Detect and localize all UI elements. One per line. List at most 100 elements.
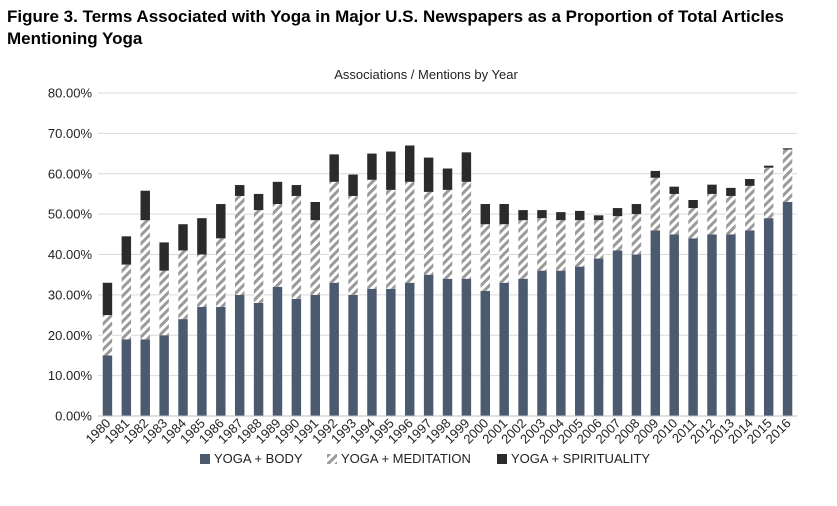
bar-body (234, 294, 245, 417)
bar-body (707, 234, 717, 416)
legend: YOGA + BODY YOGA + MEDITATION YOGA + SPIRI… (200, 451, 650, 466)
bar-body (669, 234, 679, 416)
bar-spirituality (593, 215, 604, 221)
bar-meditation (140, 220, 150, 340)
bar-spirituality (197, 218, 207, 255)
bar-body (499, 282, 509, 416)
bar-meditation (537, 218, 547, 271)
bar-spirituality (329, 154, 339, 182)
bar-body (272, 286, 283, 416)
bar-spirituality (575, 210, 585, 221)
bar-area (102, 145, 793, 417)
bar-spirituality (178, 224, 188, 251)
bar-meditation (121, 264, 132, 340)
bar-meditation (310, 220, 320, 295)
bar-spirituality (669, 186, 679, 194)
bar-meditation (745, 185, 755, 231)
bar-meditation (329, 181, 339, 283)
legend-swatch-spirituality (497, 454, 507, 464)
bar-body (329, 282, 339, 416)
bar-body (102, 355, 113, 416)
bar-meditation (216, 238, 226, 307)
bar-spirituality (272, 181, 283, 205)
bar-spirituality (253, 193, 264, 211)
legend-swatch-body (200, 454, 210, 464)
bar-body (763, 218, 774, 416)
chart-title: Associations / Mentions by Year (334, 67, 518, 82)
bar-meditation (556, 220, 566, 271)
bar-body (480, 290, 491, 416)
bar-body (575, 266, 585, 416)
bar-spirituality (612, 208, 623, 217)
bar-spirituality (688, 199, 698, 209)
bar-meditation (291, 195, 302, 299)
bar-body (612, 250, 623, 416)
bar-spirituality (159, 242, 169, 271)
bar-spirituality (537, 210, 547, 219)
bar-meditation (178, 250, 188, 320)
bar-body (178, 319, 188, 416)
y-tick-label: 20.00% (48, 328, 93, 343)
bar-spirituality (216, 204, 226, 239)
bar-meditation (575, 220, 585, 267)
bar-spirituality (556, 212, 566, 221)
bar-body (404, 282, 415, 416)
bar-meditation (782, 149, 793, 203)
bar-meditation (631, 214, 642, 255)
bar-spirituality (442, 168, 453, 190)
bar-spirituality (726, 187, 736, 196)
bar-spirituality (745, 179, 755, 186)
y-tick-label: 60.00% (48, 166, 93, 181)
bar-spirituality (234, 185, 245, 196)
bar-meditation (763, 167, 774, 219)
bar-meditation (612, 216, 623, 251)
y-axis: 0.00% 10.00% 20.00% 30.00% 40.00% 50.00% 60.00… (48, 86, 93, 424)
bar-body (745, 230, 755, 416)
bar-spirituality (291, 185, 302, 196)
bar-meditation (367, 179, 377, 289)
bar-spirituality (518, 210, 528, 221)
bar-meditation (386, 189, 396, 289)
bar-meditation (348, 195, 358, 295)
bar-meditation (518, 220, 528, 279)
bar-body (197, 306, 207, 416)
bar-spirituality (480, 204, 491, 225)
legend-label: YOGA + MEDITATION (341, 451, 471, 466)
bar-body (367, 288, 377, 416)
y-tick-label: 10.00% (48, 368, 93, 383)
bar-body (386, 288, 396, 416)
bar-spirituality (404, 145, 415, 182)
bar-spirituality (121, 236, 132, 265)
bar-meditation (499, 224, 509, 283)
bar-spirituality (499, 204, 509, 225)
y-tick-label: 70.00% (48, 126, 93, 141)
bar-meditation (404, 181, 415, 283)
bar-meditation (159, 270, 169, 336)
bar-body (688, 238, 698, 416)
bar-body (121, 339, 132, 416)
bar-spirituality (650, 170, 661, 178)
bar-spirituality (423, 157, 434, 192)
bar-meditation (272, 204, 283, 287)
stacked-bar-chart: Associations / Mentions by Year 0.00% 10.… (48, 67, 797, 466)
bar-body (348, 294, 358, 417)
bar-body (650, 230, 661, 416)
bar-body (556, 270, 566, 416)
bar-meditation (480, 224, 491, 291)
bar-body (631, 254, 642, 416)
bar-body (442, 278, 453, 416)
x-axis: 1980198119821983198419851986198719881989… (82, 415, 797, 447)
bar-meditation (197, 254, 207, 307)
bar-meditation (234, 195, 245, 295)
y-tick-label: 40.00% (48, 247, 93, 262)
bar-meditation (688, 208, 698, 239)
bar-meditation (253, 210, 264, 303)
bar-body (216, 306, 226, 416)
bar-spirituality (102, 282, 113, 316)
bar-body (310, 294, 320, 417)
bar-spirituality (707, 184, 717, 194)
bar-body (537, 270, 547, 416)
bar-meditation (707, 193, 717, 235)
bar-meditation (442, 189, 453, 279)
bar-spirituality (763, 165, 774, 168)
